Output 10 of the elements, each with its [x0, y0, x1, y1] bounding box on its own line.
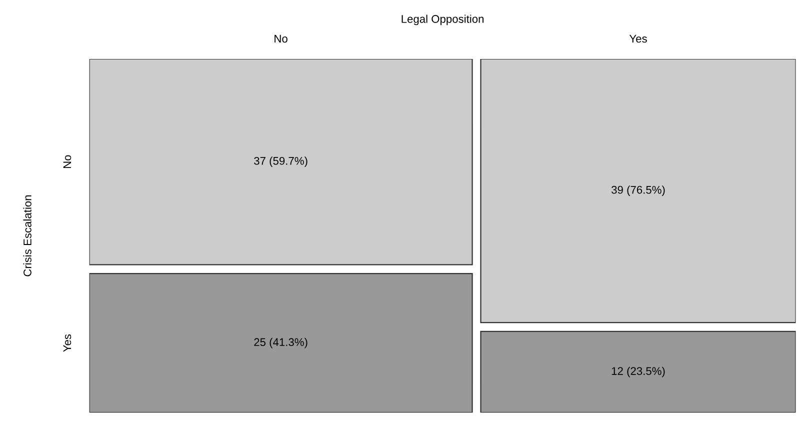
text: No: [63, 155, 72, 168]
text: Legal Opposition: [402, 14, 484, 26]
data-label: 37 (59.7%): [254, 156, 308, 167]
category-label: No: [274, 34, 288, 43]
category-label: Yes: [629, 34, 647, 43]
text: Yes: [63, 334, 72, 352]
data-label: 12 (23.5%): [612, 366, 665, 378]
text: Crisis Escalation: [23, 195, 32, 276]
data-label: 39 (76.5%): [612, 186, 665, 196]
data-label: 25 (41.3%): [254, 338, 308, 348]
